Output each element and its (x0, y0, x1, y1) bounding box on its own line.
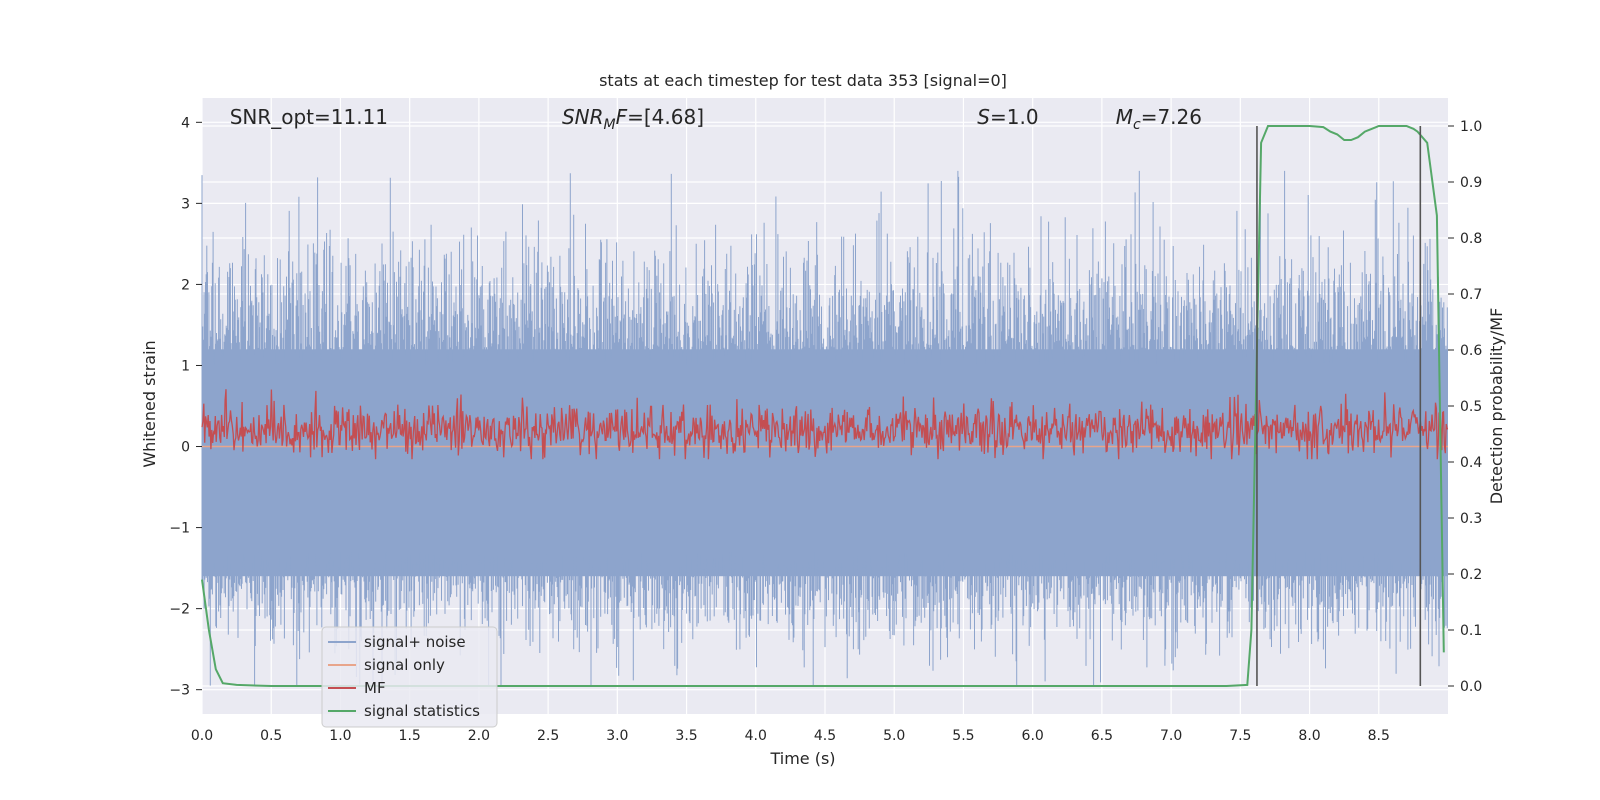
x-tick-label: 7.5 (1229, 728, 1251, 744)
mf-series (201, 389, 1449, 460)
y-right-tick-label: 0.1 (1460, 623, 1482, 639)
vertical-markers (1256, 126, 1422, 686)
y-tick-label: −1 (169, 521, 190, 537)
y-right-tick-label: 0.7 (1460, 287, 1482, 303)
x-tick-label: 1.0 (329, 728, 351, 744)
x-tick-label: 4.0 (745, 728, 767, 744)
y-right-tick-label: 0.0 (1460, 679, 1482, 695)
y-tick-label: 4 (181, 115, 190, 131)
y-axis-label: Whitened strain (140, 340, 159, 467)
x-tick-label: 0.0 (191, 728, 213, 744)
x-tick-label: 2.0 (468, 728, 490, 744)
y-right-tick-label: 0.4 (1460, 455, 1482, 471)
signal-noise-series (201, 170, 1448, 686)
x-tick-label: 5.0 (883, 728, 905, 744)
y-right-tick-label: 0.8 (1460, 231, 1482, 247)
x-tick-label: 3.5 (675, 728, 697, 744)
y-right-axis-label: Detection probability/MF (1487, 308, 1506, 505)
y-right-axis-ticks: 0.0 0.1 0.2 0.3 0.4 0.5 0.6 0.7 0.8 0.9 1.0 (1448, 119, 1482, 695)
x-tick-label: 6.0 (1022, 728, 1044, 744)
x-tick-label: 3.0 (606, 728, 628, 744)
x-tick-label: 6.5 (1091, 728, 1113, 744)
x-tick-label: 5.5 (952, 728, 974, 744)
x-tick-label: 1.5 (399, 728, 421, 744)
y-right-tick-label: 0.6 (1460, 343, 1482, 359)
legend-label: signal+ noise (364, 633, 466, 651)
y-tick-label: −3 (169, 683, 190, 699)
x-tick-label: 8.0 (1298, 728, 1320, 744)
legend: signal+ noise signal only MF signal statist… (321, 626, 498, 728)
mf-line (201, 389, 1449, 460)
annotations: SNR_opt=11.11 SNRMF=[4.68] S=1.0 Mc=7.26 (230, 105, 1202, 133)
y-tick-label: 2 (181, 277, 190, 293)
y-right-tick-label: 0.5 (1460, 399, 1482, 415)
chart-title: stats at each timestep for test data 353… (599, 71, 1007, 90)
y-right-tick-label: 0.9 (1460, 175, 1482, 191)
y-right-tick-label: 0.2 (1460, 567, 1482, 583)
x-tick-label: 8.5 (1368, 728, 1390, 744)
y-tick-label: 1 (181, 358, 190, 374)
y-tick-label: −2 (169, 602, 190, 618)
y-right-tick-label: 1.0 (1460, 119, 1482, 135)
legend-label: signal only (364, 656, 445, 674)
legend-label: signal statistics (364, 702, 480, 720)
annotation-snr-opt: SNR_opt=11.11 (230, 105, 388, 129)
x-tick-label: 4.5 (814, 728, 836, 744)
x-tick-label: 2.5 (537, 728, 559, 744)
y-tick-label: 3 (181, 196, 190, 212)
x-axis-label: Time (s) (769, 749, 835, 768)
y-right-tick-label: 0.3 (1460, 511, 1482, 527)
x-axis-ticks: 0.0 0.5 1.0 1.5 2.0 2.5 3.0 3.5 4.0 4.5 5.0 5.5 6.0 6… (191, 728, 1390, 744)
annotation-s-value: S=1.0 (977, 105, 1038, 129)
y-tick-label: 0 (181, 440, 190, 456)
annotation-snr-mf: SNRMF=[4.68] (562, 105, 704, 133)
legend-box (321, 626, 498, 728)
x-tick-label: 7.0 (1160, 728, 1182, 744)
x-tick-label: 0.5 (260, 728, 282, 744)
legend-label: MF (364, 679, 386, 697)
y-axis-ticks: −3 −2 −1 0 1 2 3 4 (169, 115, 202, 699)
annotation-mc-value: Mc=7.26 (1116, 105, 1202, 133)
